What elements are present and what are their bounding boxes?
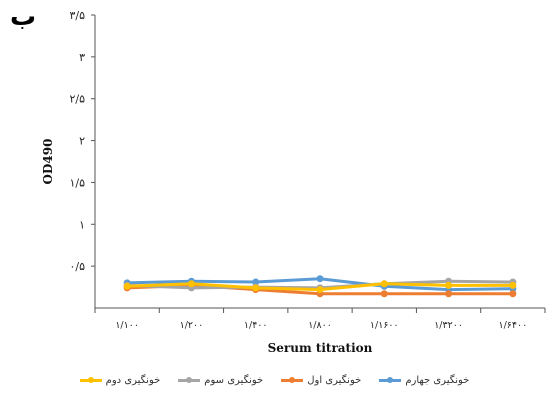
series-lines xyxy=(123,275,517,298)
y-tick-label: ۱/۵ xyxy=(69,176,85,189)
legend-item: خونگیری جهارم xyxy=(379,375,469,386)
data-point xyxy=(123,282,131,290)
data-point xyxy=(380,280,388,288)
y-axis-ticks: ۰/۵ ۱ ۱/۵ ۲ ۲/۵ ۳ ۳/۵ xyxy=(69,9,95,273)
series-4 xyxy=(123,280,517,294)
data-point xyxy=(509,281,517,289)
data-point xyxy=(187,280,195,288)
legend-item: خونگیری اول xyxy=(281,375,361,386)
legend-label: خونگیری سوم xyxy=(204,375,264,386)
legend-swatch xyxy=(178,377,201,383)
data-point xyxy=(445,290,453,298)
x-tick-label: ۱/۱۰۰ xyxy=(115,320,139,331)
line-chart: ۰/۵ ۱ ۱/۵ ۲ ۲/۵ ۳ ۳/۵ ۱/۱۰۰ ۱/۲۰۰ ۱/۴۰۰ ۱/۸۰۰ ۱/۱۶… xyxy=(41,9,546,355)
y-tick-label: ۲/۵ xyxy=(69,93,85,106)
data-point xyxy=(316,275,324,283)
chart-axes xyxy=(94,15,545,309)
chart-legend: خونگیری جهارم خونگیری اول خونگیری سوم خونگی… xyxy=(0,375,549,386)
x-axis-title: Serum titration xyxy=(268,341,373,355)
legend-item: خونگیری سوم xyxy=(178,375,263,386)
y-tick-label: ۱ xyxy=(79,218,85,231)
y-axis-title: OD490 xyxy=(41,139,55,185)
legend-swatch xyxy=(281,377,304,383)
x-tick-label: ۱/۲۰۰ xyxy=(180,320,204,331)
data-point xyxy=(252,284,260,292)
y-tick-label: ۲ xyxy=(79,135,85,148)
panel-label: ب xyxy=(10,2,37,32)
data-point xyxy=(509,290,517,298)
legend-label: خونگیری اول xyxy=(307,375,362,386)
legend-swatch xyxy=(79,377,102,383)
data-point xyxy=(252,278,260,286)
data-point xyxy=(380,290,388,298)
legend-label: خونگیری جهارم xyxy=(405,375,470,386)
y-tick-label: ۳/۵ xyxy=(69,9,85,22)
x-tick-label: ۱/۳۲۰۰ xyxy=(434,320,463,331)
legend-swatch xyxy=(379,377,402,383)
y-tick-label: ۰/۵ xyxy=(69,260,85,273)
x-tick-label: ۱/۱۶۰۰ xyxy=(370,320,399,331)
data-point xyxy=(316,286,324,294)
y-tick-label: ۳ xyxy=(79,51,85,64)
legend-label: خونگیری دوم xyxy=(105,375,161,386)
x-tick-label: ۱/۸۰۰ xyxy=(308,320,332,331)
x-tick-label: ۱/۴۰۰ xyxy=(244,320,268,331)
data-point xyxy=(445,281,453,289)
x-tick-label: ۱/۶۴۰۰ xyxy=(498,320,527,331)
x-axis-ticks: ۱/۱۰۰ ۱/۲۰۰ ۱/۴۰۰ ۱/۸۰۰ ۱/۱۶۰۰ ۱/۳۲۰۰ ۱/۶۴۰۰ xyxy=(94,308,546,331)
legend-item: خونگیری دوم xyxy=(79,375,161,386)
